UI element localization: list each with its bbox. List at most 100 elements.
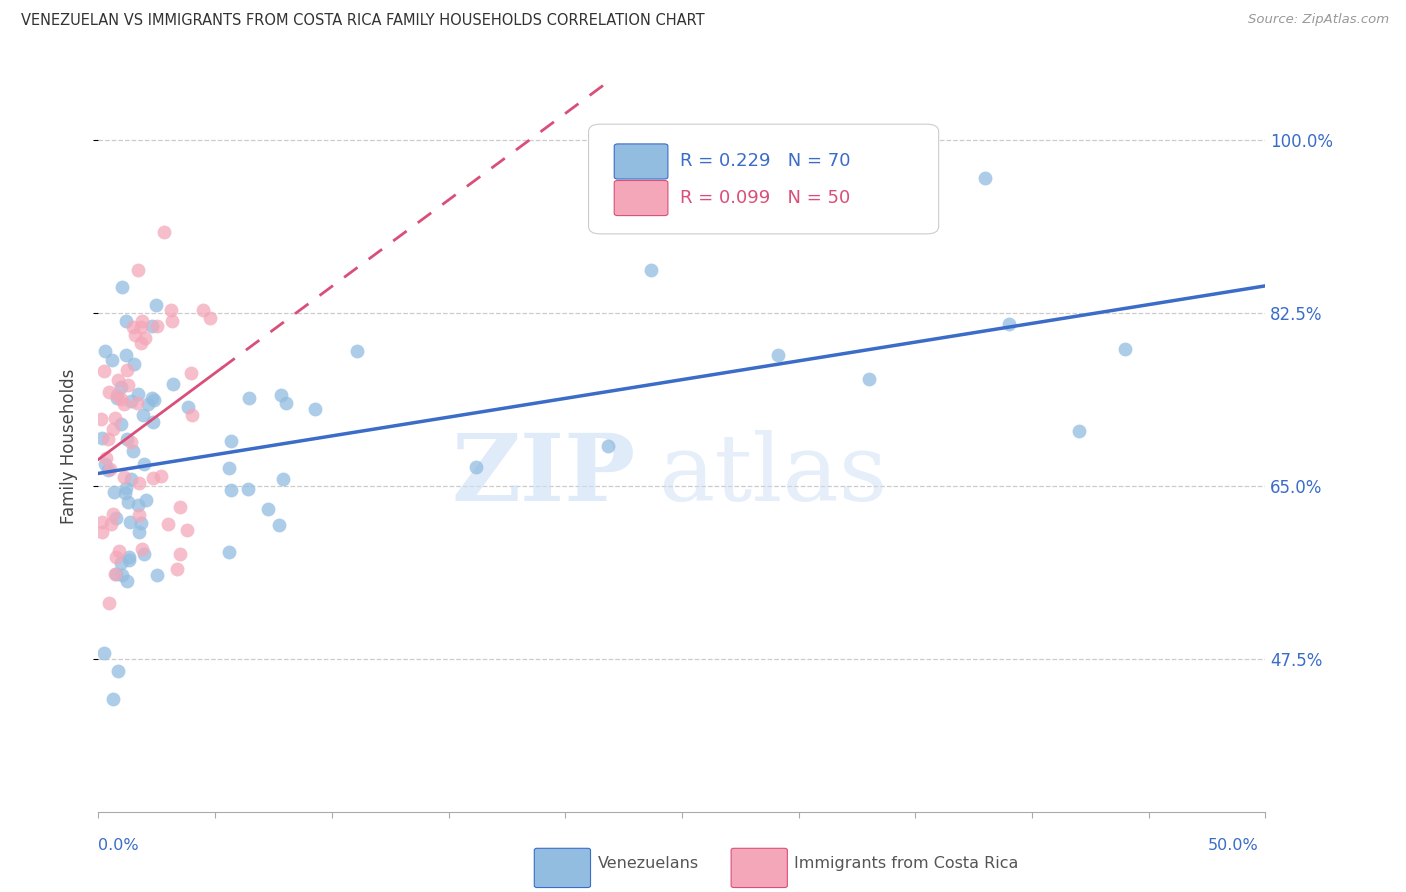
Point xyxy=(115,348,138,362)
Point xyxy=(142,470,165,484)
Point xyxy=(124,327,146,342)
Point xyxy=(104,566,127,581)
Point xyxy=(267,518,290,533)
Point xyxy=(90,412,112,426)
Point xyxy=(91,524,114,539)
Point xyxy=(176,523,198,537)
Point xyxy=(97,463,120,477)
Point xyxy=(110,392,132,406)
Point xyxy=(115,481,138,495)
Point xyxy=(169,547,191,561)
Point xyxy=(598,439,620,453)
Point xyxy=(127,387,149,401)
Point xyxy=(105,388,128,402)
Text: ZIP: ZIP xyxy=(451,430,636,520)
FancyBboxPatch shape xyxy=(589,124,939,234)
Point xyxy=(1067,424,1090,438)
Point xyxy=(141,319,163,334)
Point xyxy=(997,317,1019,331)
Point xyxy=(104,411,127,425)
Text: Source: ZipAtlas.com: Source: ZipAtlas.com xyxy=(1249,13,1389,27)
Point xyxy=(128,508,150,522)
Point xyxy=(101,507,124,521)
Point xyxy=(218,545,240,559)
Point xyxy=(135,493,157,508)
Point xyxy=(115,314,138,328)
Y-axis label: Family Households: Family Households xyxy=(59,368,77,524)
Point xyxy=(238,482,260,496)
Point xyxy=(177,400,200,414)
Point xyxy=(107,665,129,679)
Point xyxy=(101,691,124,706)
Point xyxy=(105,392,128,406)
Point xyxy=(97,385,120,400)
Point xyxy=(120,435,142,450)
Text: R = 0.099   N = 50: R = 0.099 N = 50 xyxy=(679,189,849,207)
Point xyxy=(117,574,139,588)
Text: 50.0%: 50.0% xyxy=(1208,838,1258,853)
Point xyxy=(121,393,143,408)
Point xyxy=(101,421,124,435)
Point xyxy=(160,314,183,328)
Point xyxy=(98,462,121,476)
Point xyxy=(132,547,155,561)
Point xyxy=(101,353,124,368)
Text: R = 0.229   N = 70: R = 0.229 N = 70 xyxy=(679,153,851,170)
Point xyxy=(766,348,789,362)
Text: Immigrants from Costa Rica: Immigrants from Costa Rica xyxy=(794,856,1019,871)
Point xyxy=(858,372,880,386)
Point xyxy=(150,468,173,483)
Point xyxy=(198,310,221,325)
Point xyxy=(346,344,368,359)
Point xyxy=(180,408,202,422)
Point xyxy=(218,460,240,475)
Point xyxy=(117,377,139,392)
Point xyxy=(120,472,142,486)
Point xyxy=(169,500,191,514)
Point xyxy=(304,401,326,416)
Point xyxy=(131,541,153,556)
Point xyxy=(132,408,155,422)
Point xyxy=(110,417,132,432)
Point xyxy=(136,397,159,411)
Point xyxy=(131,314,153,328)
Point xyxy=(270,388,292,402)
Point xyxy=(974,171,997,186)
Point xyxy=(157,516,180,531)
Point xyxy=(166,562,188,576)
Point xyxy=(94,450,117,465)
Point xyxy=(465,460,488,475)
Point xyxy=(640,263,662,277)
Point xyxy=(129,336,152,351)
Point xyxy=(93,364,115,378)
Point xyxy=(134,457,156,471)
Point xyxy=(145,298,167,312)
Point xyxy=(221,483,243,497)
Point xyxy=(128,524,150,539)
Point xyxy=(219,434,242,448)
Point xyxy=(238,392,260,406)
Point xyxy=(129,516,152,531)
FancyBboxPatch shape xyxy=(614,180,668,216)
Point xyxy=(100,516,122,531)
Text: 0.0%: 0.0% xyxy=(98,838,139,853)
Point xyxy=(110,280,132,294)
Text: ▪: ▪ xyxy=(553,849,572,878)
Point xyxy=(146,568,169,582)
Point xyxy=(142,416,165,430)
Point xyxy=(115,363,138,377)
Point xyxy=(134,331,156,345)
Point xyxy=(124,357,146,371)
Point xyxy=(97,432,120,446)
Point xyxy=(91,431,114,445)
Point xyxy=(143,392,166,407)
Text: atlas: atlas xyxy=(658,430,887,520)
Point xyxy=(98,596,121,610)
Point xyxy=(110,556,132,570)
Point xyxy=(160,302,183,317)
Point xyxy=(90,515,112,529)
Text: VENEZUELAN VS IMMIGRANTS FROM COSTA RICA FAMILY HOUSEHOLDS CORRELATION CHART: VENEZUELAN VS IMMIGRANTS FROM COSTA RICA… xyxy=(21,13,704,29)
Text: Venezuelans: Venezuelans xyxy=(598,856,699,871)
Point xyxy=(108,544,131,558)
Point xyxy=(112,469,135,483)
